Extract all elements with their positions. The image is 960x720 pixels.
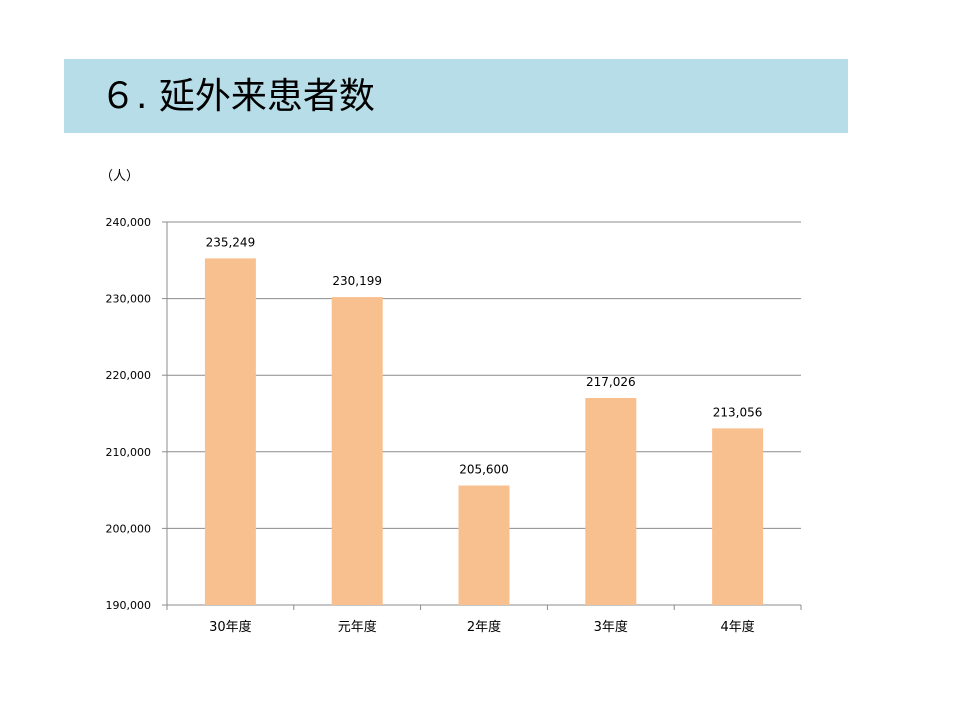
y-tick-label: 200,000: [106, 522, 152, 535]
bar: [585, 397, 637, 605]
bar: [204, 258, 256, 605]
gridlines: [167, 221, 801, 529]
bar: [331, 297, 383, 605]
bar: [458, 485, 510, 605]
y-tick-label: 220,000: [106, 369, 152, 382]
bars: [204, 258, 764, 605]
data-label: 230,199: [332, 274, 382, 288]
y-tick-label: 240,000: [106, 216, 152, 229]
bar: [712, 428, 764, 605]
y-axis-unit-label: （人）: [100, 169, 140, 184]
title-banner: [64, 59, 848, 133]
category-label: 元年度: [338, 619, 377, 635]
data-label: 205,600: [459, 463, 509, 477]
category-label: 3年度: [594, 619, 628, 635]
category-label: 30年度: [209, 619, 252, 635]
data-label: 235,249: [206, 235, 256, 249]
page-title: ６. 延外来患者数: [100, 76, 375, 117]
labels: 190,000 200,000 210,000 220,000 230,000 240,0…: [106, 216, 763, 635]
data-label: 213,056: [713, 405, 763, 419]
data-label: 217,026: [586, 375, 636, 389]
category-label: 2年度: [467, 619, 501, 635]
y-tick-label: 230,000: [106, 293, 152, 306]
y-tick-label: 210,000: [106, 446, 152, 459]
category-label: 4年度: [720, 619, 754, 635]
y-tick-label: 190,000: [106, 599, 152, 612]
